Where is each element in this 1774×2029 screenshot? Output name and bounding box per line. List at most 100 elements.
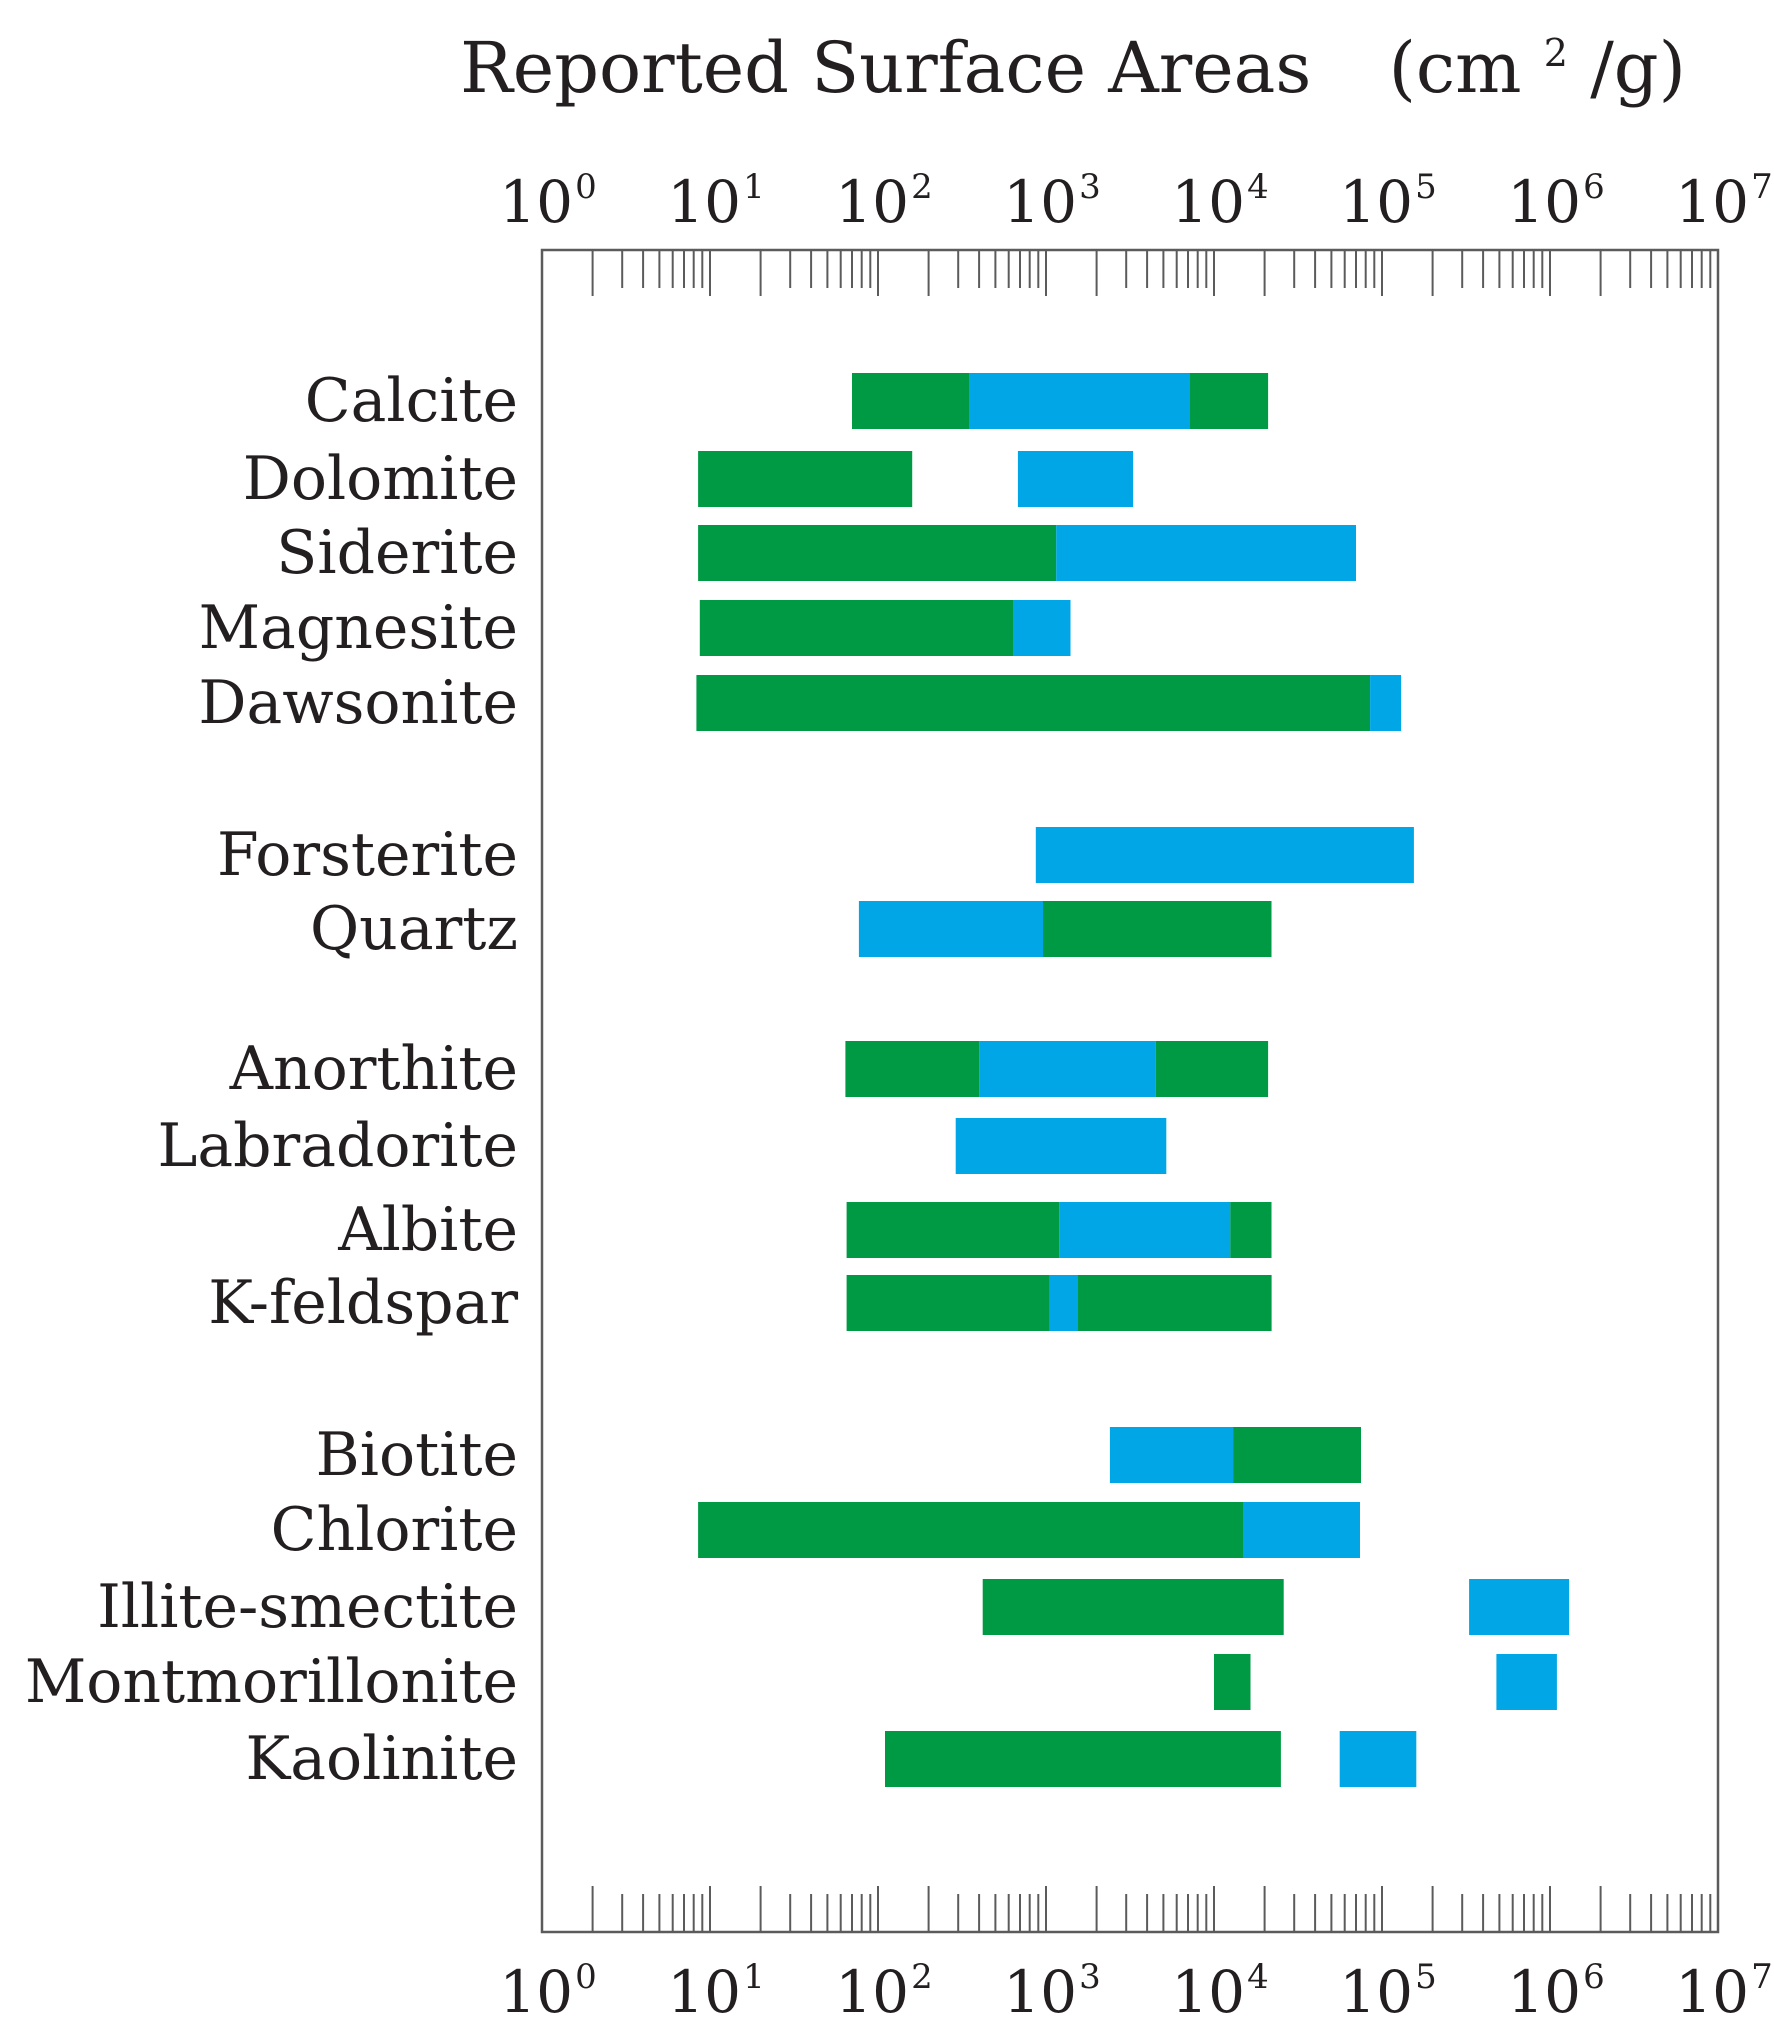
top-tick-base: 10	[499, 168, 573, 236]
category-label-anorthite: Anorthite	[229, 1034, 518, 1104]
bar-siderite-segment-2	[1056, 525, 1356, 581]
bottom-tick-label: 107	[1675, 1957, 1772, 2026]
top-tick-exponent: 1	[743, 167, 765, 207]
top-tick-label: 105	[1339, 167, 1436, 236]
category-label-siderite: Siderite	[276, 518, 518, 588]
category-label-quartz: Quartz	[310, 894, 518, 964]
bar-albite-segment-3	[1230, 1202, 1272, 1258]
bottom-tick-exponent: 0	[575, 1957, 597, 1997]
category-label-k-feldspar: K-feldspar	[208, 1268, 518, 1338]
bar-anorthite-segment-3	[1155, 1041, 1269, 1097]
chart-title-main: Reported Surface Areas	[460, 27, 1311, 109]
top-tick-exponent: 2	[911, 167, 933, 207]
bar-illite-smectite-segment-1	[982, 1579, 1284, 1635]
bar-forsterite-segment-1	[1035, 827, 1414, 883]
bar-dolomite-segment-2	[1017, 451, 1134, 507]
category-label-albite: Albite	[337, 1195, 518, 1265]
category-label-montmorillonite: Montmorillonite	[25, 1647, 518, 1717]
bottom-tick-label: 106	[1507, 1957, 1604, 2026]
top-tick-exponent: 7	[1751, 167, 1773, 207]
bottom-tick-base: 10	[1003, 1958, 1077, 2026]
category-label-illite-smectite: Illite-smectite	[97, 1572, 518, 1642]
top-tick-exponent: 6	[1583, 167, 1605, 207]
chart-title: Reported Surface Areas (cm 2 /g)	[460, 1, 1686, 109]
bar-labradorite-segment-1	[955, 1118, 1167, 1174]
bar-albite-segment-1	[846, 1202, 1060, 1258]
bar-dolomite-segment-1	[698, 451, 913, 507]
ticks-layer	[591, 250, 1712, 1932]
bottom-tick-base: 10	[1675, 1958, 1749, 2026]
category-label-chlorite: Chlorite	[271, 1495, 518, 1565]
bottom-tick-exponent: 7	[1751, 1957, 1773, 1997]
category-label-kaolinite: Kaolinite	[245, 1724, 518, 1794]
top-tick-exponent: 0	[575, 167, 597, 207]
bottom-tick-base: 10	[1507, 1958, 1581, 2026]
x-axis-top: 100 101 102 103 104 105 106 107	[499, 167, 1772, 236]
top-tick-exponent: 3	[1079, 167, 1101, 207]
bar-k-feldspar-segment-3	[1078, 1275, 1272, 1331]
bar-kaolinite-segment-2	[1339, 1731, 1417, 1787]
bar-chlorite-segment-2	[1243, 1502, 1360, 1558]
plot-frame	[540, 248, 1720, 1934]
top-tick-base: 10	[1507, 168, 1581, 236]
bar-kaolinite-segment-1	[885, 1731, 1281, 1787]
bar-dawsonite-segment-2	[1370, 675, 1402, 731]
bar-montmorillonite-segment-1	[1214, 1654, 1251, 1710]
top-tick-base: 10	[835, 168, 909, 236]
bar-biotite-segment-1	[1109, 1427, 1234, 1483]
bottom-tick-exponent: 4	[1247, 1957, 1269, 1997]
bar-calcite-segment-2	[969, 373, 1190, 429]
top-tick-label: 107	[1675, 167, 1772, 236]
category-label-forsterite: Forsterite	[217, 820, 518, 890]
bars-layer	[696, 373, 1570, 1787]
bar-quartz-segment-1	[858, 901, 1043, 957]
chart-title-units-base: (cm	[1389, 27, 1522, 109]
bottom-tick-base: 10	[667, 1958, 741, 2026]
bottom-tick-exponent: 1	[743, 1957, 765, 1997]
top-tick-exponent: 4	[1247, 167, 1269, 207]
bar-biotite-segment-2	[1233, 1427, 1361, 1483]
top-tick-label: 101	[667, 167, 764, 236]
top-tick-label: 106	[1507, 167, 1604, 236]
bottom-tick-base: 10	[1171, 1958, 1245, 2026]
bottom-tick-label: 105	[1339, 1957, 1436, 2026]
top-tick-label: 104	[1171, 167, 1268, 236]
bottom-tick-label: 102	[835, 1957, 932, 2026]
category-label-calcite: Calcite	[305, 366, 518, 436]
bar-dawsonite-segment-1	[696, 675, 1371, 731]
top-tick-base: 10	[1171, 168, 1245, 236]
bottom-tick-exponent: 2	[911, 1957, 933, 1997]
category-label-dolomite: Dolomite	[243, 444, 518, 514]
bottom-tick-label: 103	[1003, 1957, 1100, 2026]
top-tick-base: 10	[667, 168, 741, 236]
chart-title-units-tail: /g)	[1590, 27, 1686, 109]
top-tick-label: 102	[835, 167, 932, 236]
x-axis-bottom: 100 101 102 103 104 105 106 107	[499, 1957, 1772, 2026]
chart-title-units-sup: 2	[1544, 31, 1568, 75]
top-tick-label: 103	[1003, 167, 1100, 236]
bar-calcite-segment-3	[1190, 373, 1269, 429]
bar-calcite-segment-1	[852, 373, 970, 429]
bottom-tick-base: 10	[835, 1958, 909, 2026]
top-tick-label: 100	[499, 167, 596, 236]
bottom-tick-base: 10	[1339, 1958, 1413, 2026]
category-labels: Calcite DolomiteSideriteMagnesiteDawsonit…	[25, 366, 518, 1794]
bar-k-feldspar-segment-2	[1049, 1275, 1078, 1331]
bar-magnesite-segment-1	[699, 600, 1014, 656]
bottom-tick-exponent: 6	[1583, 1957, 1605, 1997]
bottom-tick-label: 100	[499, 1957, 596, 2026]
bottom-tick-exponent: 5	[1415, 1957, 1437, 1997]
bar-k-feldspar-segment-1	[846, 1275, 1050, 1331]
bar-illite-smectite-segment-2	[1469, 1579, 1570, 1635]
bar-quartz-segment-2	[1043, 901, 1272, 957]
bar-magnesite-segment-2	[1013, 600, 1071, 656]
bar-anorthite-segment-2	[979, 1041, 1156, 1097]
bar-albite-segment-2	[1059, 1202, 1231, 1258]
category-label-magnesite: Magnesite	[199, 593, 518, 663]
bottom-tick-label: 104	[1171, 1957, 1268, 2026]
bottom-tick-base: 10	[499, 1958, 573, 2026]
bottom-tick-label: 101	[667, 1957, 764, 2026]
top-tick-base: 10	[1675, 168, 1749, 236]
category-label-dawsonite: Dawsonite	[198, 668, 518, 738]
